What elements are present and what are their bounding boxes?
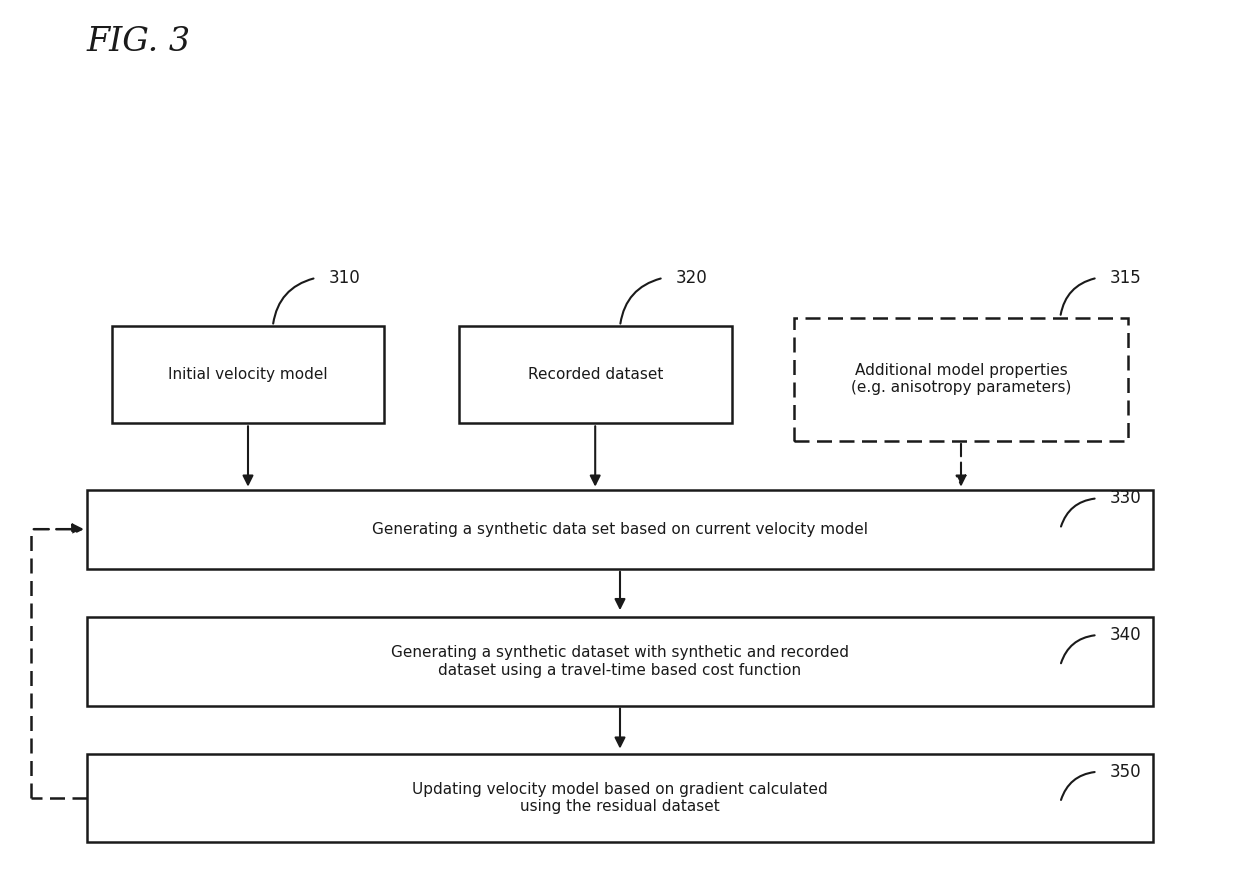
Text: Generating a synthetic data set based on current velocity model: Generating a synthetic data set based on… — [372, 521, 868, 537]
Bar — [112, 326, 384, 423]
Text: Recorded dataset: Recorded dataset — [527, 367, 663, 383]
Text: 350: 350 — [1110, 763, 1142, 781]
Text: Updating velocity model based on gradient calculated
using the residual dataset: Updating velocity model based on gradien… — [412, 782, 828, 814]
Text: 320: 320 — [676, 269, 708, 287]
Bar — [794, 318, 1128, 441]
Text: 330: 330 — [1110, 490, 1142, 507]
Text: 340: 340 — [1110, 626, 1142, 644]
Text: 310: 310 — [329, 269, 361, 287]
Bar — [87, 754, 1153, 842]
Text: FIG. 3: FIG. 3 — [87, 26, 191, 58]
Text: Additional model properties
(e.g. anisotropy parameters): Additional model properties (e.g. anisot… — [851, 363, 1071, 395]
Bar — [87, 490, 1153, 569]
Bar — [87, 617, 1153, 706]
Text: 315: 315 — [1110, 269, 1142, 287]
Text: Generating a synthetic dataset with synthetic and recorded
dataset using a trave: Generating a synthetic dataset with synt… — [391, 646, 849, 677]
Text: Initial velocity model: Initial velocity model — [169, 367, 327, 383]
Bar — [459, 326, 732, 423]
